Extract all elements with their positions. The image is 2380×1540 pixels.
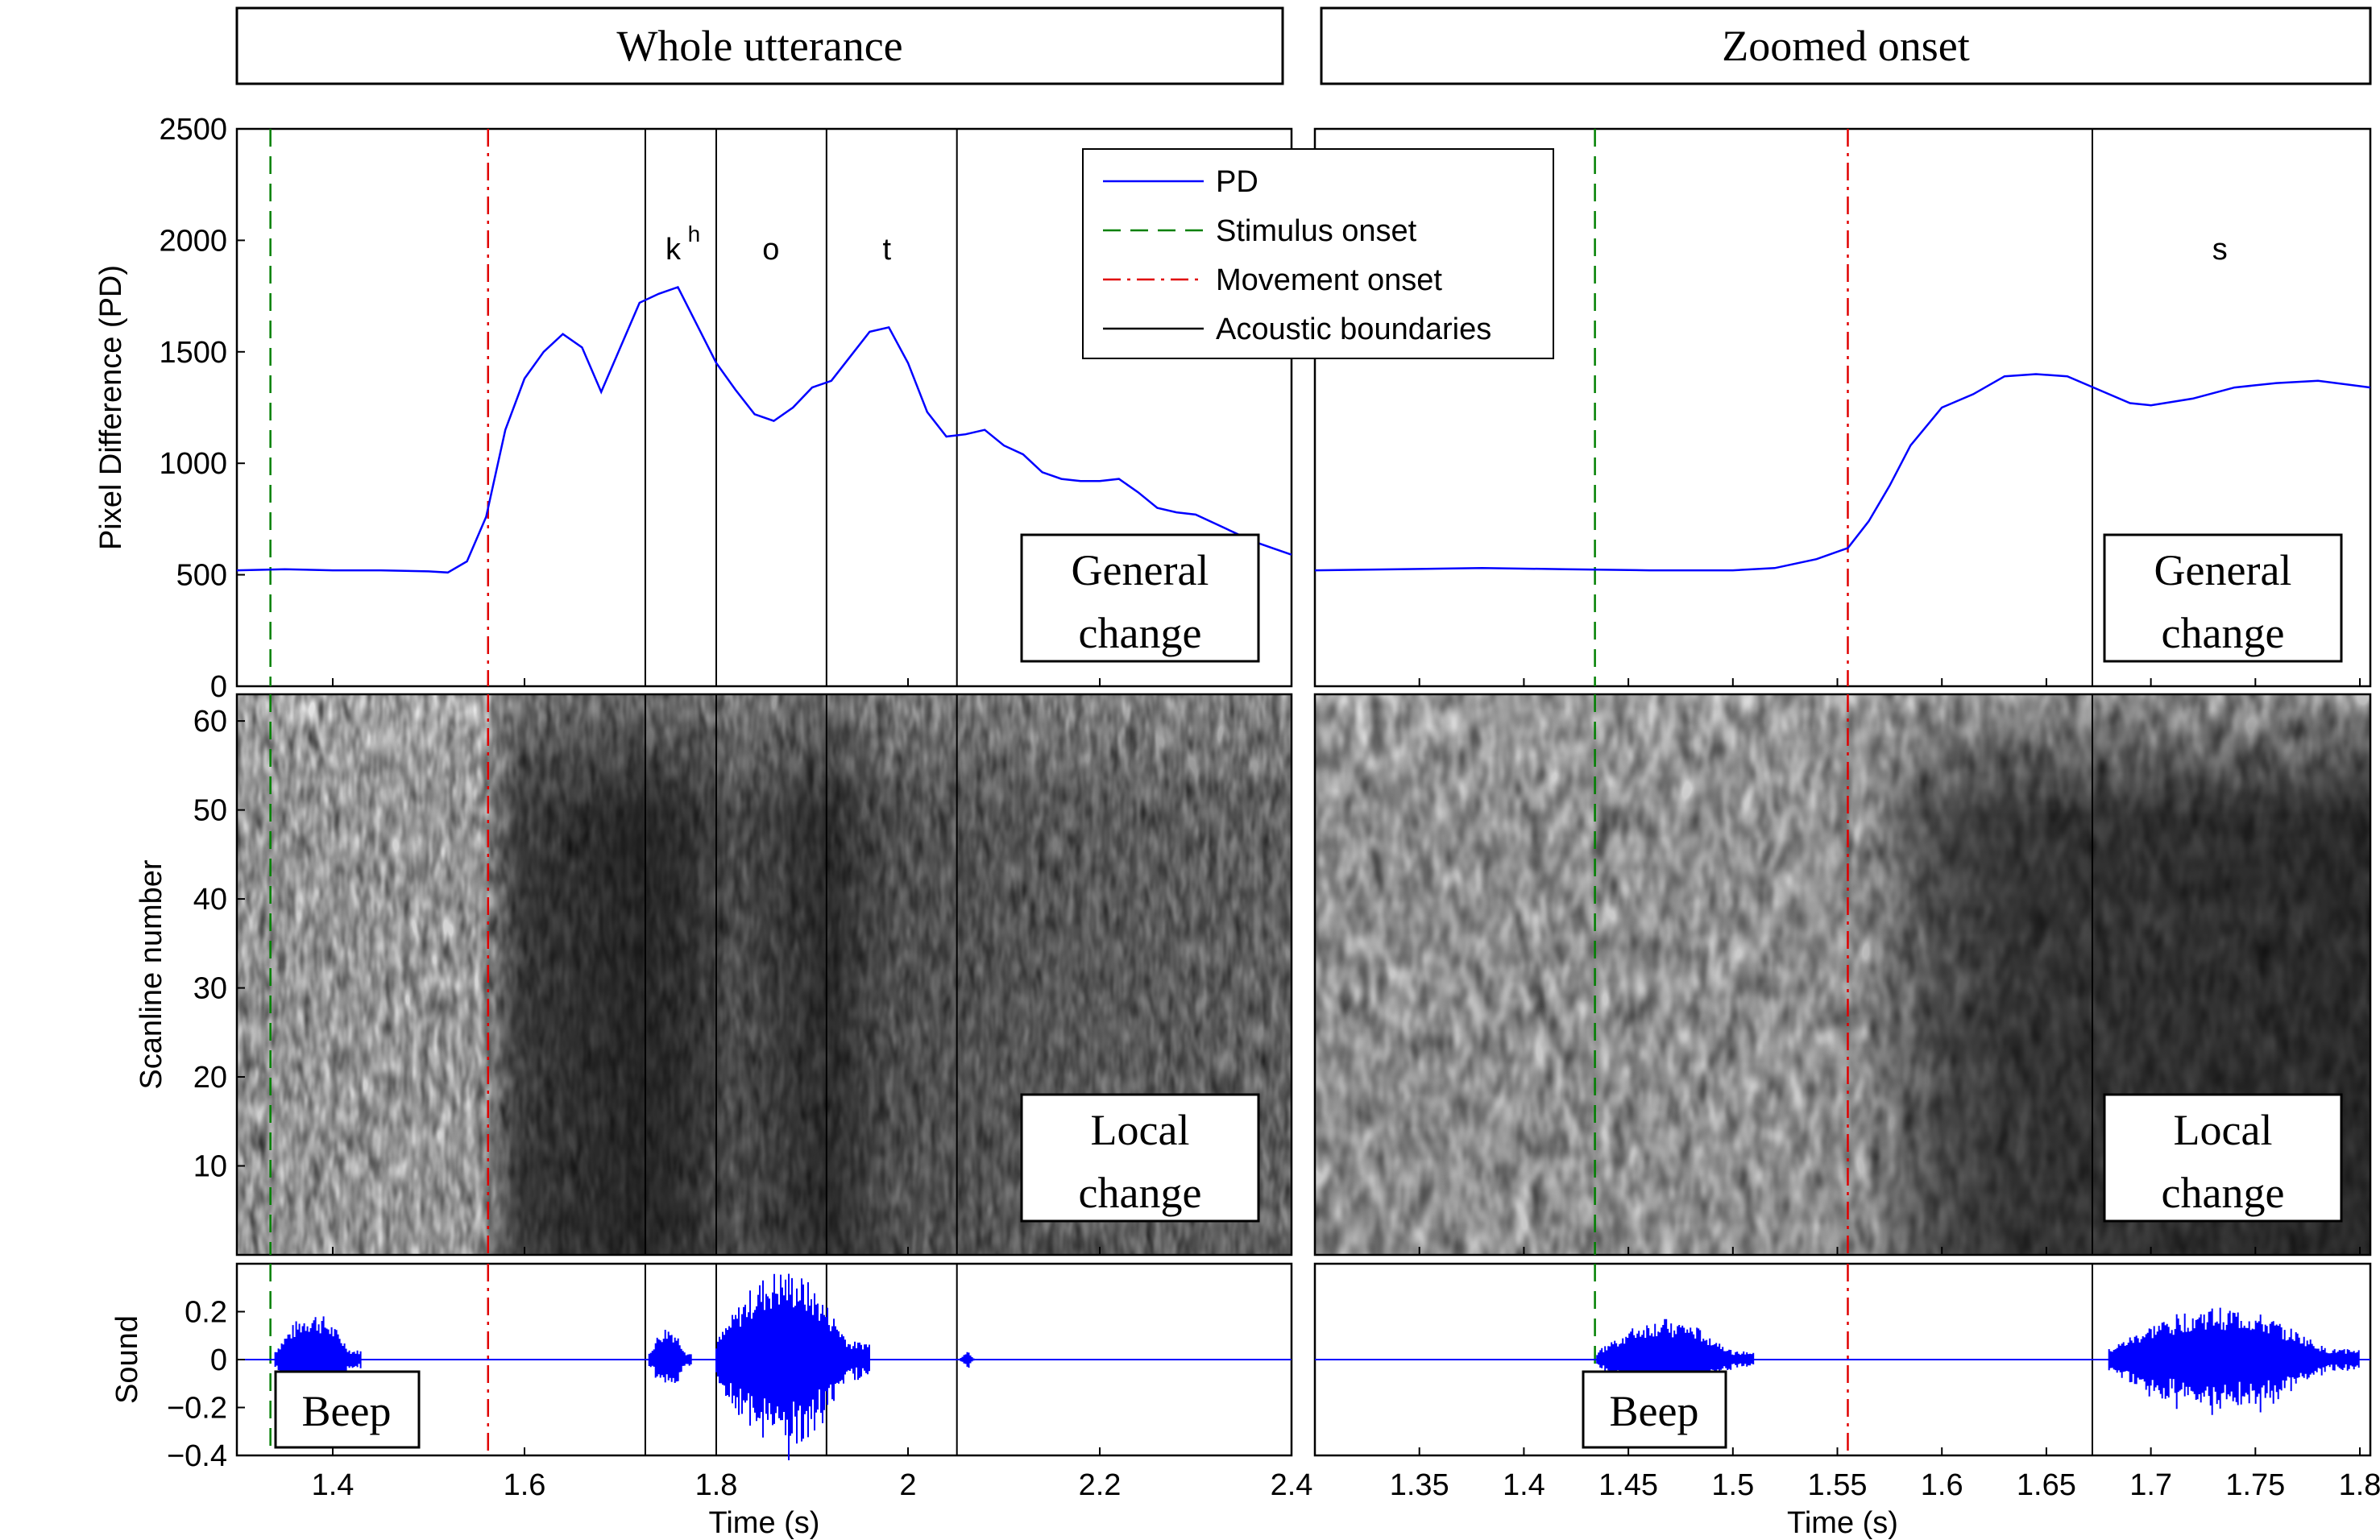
scanline-axes-frame bbox=[235, 693, 1293, 1256]
local-change-box bbox=[2103, 1093, 2343, 1223]
pd-y-axis-label: Pixel Difference (PD) bbox=[94, 265, 128, 550]
general-change-annotation: General change bbox=[2103, 533, 2343, 663]
x-tick-label: 2 bbox=[899, 1468, 916, 1502]
general-change-label-line2: change bbox=[2162, 609, 2285, 657]
pd-y-tick-label: 1500 bbox=[159, 336, 227, 370]
x-tick-label: 1.75 bbox=[2225, 1468, 2285, 1502]
x-axis-label: Time (s) bbox=[709, 1506, 820, 1540]
legend-box bbox=[1082, 148, 1554, 359]
sound-burst bbox=[960, 1352, 975, 1368]
legend-label: Movement onset bbox=[1216, 263, 1442, 297]
scanline-axes-frame bbox=[1313, 693, 2372, 1256]
panel-whole-utterance: Whole utterance k h o t 1.4 1.6 1.8 2 2.2 2.4 Time … bbox=[94, 6, 1313, 1540]
sound-y-tick-label: 0.2 bbox=[185, 1296, 227, 1330]
scanline-y-tick-label: 60 bbox=[193, 705, 227, 739]
pd-y-tick-label: 500 bbox=[176, 559, 227, 593]
general-change-label-line1: General bbox=[1072, 546, 1209, 594]
x-tick-label: 1.6 bbox=[504, 1468, 546, 1502]
sound-y-tick-label: −0.2 bbox=[167, 1392, 227, 1426]
local-change-label-line1: Local bbox=[2174, 1106, 2273, 1154]
legend: PD Stimulus onset Movement onset Acoustic b… bbox=[1082, 148, 1554, 359]
pd-axes-frame bbox=[235, 127, 1293, 688]
pd-axes-frame bbox=[1313, 127, 2372, 688]
beep-annotation: Beep bbox=[274, 1370, 421, 1449]
scanline-y-tick-label: 50 bbox=[193, 794, 227, 828]
pd-line bbox=[236, 285, 1292, 574]
general-change-label-line1: General bbox=[2154, 546, 2292, 594]
x-tick-label: 1.4 bbox=[1503, 1468, 1545, 1502]
sound-burst bbox=[274, 1316, 362, 1404]
pd-y-tick-label: 0 bbox=[210, 670, 227, 704]
local-change-label-line2: change bbox=[2162, 1169, 2285, 1217]
local-change-annotation: Local change bbox=[2103, 1093, 2343, 1223]
legend-label: PD bbox=[1216, 165, 1258, 199]
general-change-label-line2: change bbox=[1079, 609, 1202, 657]
x-tick-label: 1.55 bbox=[1808, 1468, 1868, 1502]
scanline-y-tick-label: 40 bbox=[193, 883, 227, 917]
beep-label: Beep bbox=[302, 1387, 392, 1435]
beep-label: Beep bbox=[1610, 1387, 1699, 1435]
sound-burst bbox=[715, 1273, 870, 1460]
x-tick-label: 1.35 bbox=[1390, 1468, 1449, 1502]
sound-burst bbox=[648, 1330, 692, 1383]
local-change-box bbox=[1020, 1093, 1260, 1223]
x-tick-label: 1.8 bbox=[2339, 1468, 2380, 1502]
legend-label: Acoustic boundaries bbox=[1216, 313, 1491, 346]
sound-y-tick-label: 0 bbox=[210, 1343, 227, 1377]
x-axis-label: Time (s) bbox=[1787, 1506, 1898, 1540]
scanline-y-tick-label: 20 bbox=[193, 1061, 227, 1095]
sound-y-axis-label: Sound bbox=[110, 1315, 144, 1404]
general-change-annotation: General change bbox=[1020, 533, 1260, 663]
x-tick-label: 1.8 bbox=[695, 1468, 738, 1502]
beep-box bbox=[1582, 1370, 1727, 1449]
x-tick-label: 1.45 bbox=[1598, 1468, 1658, 1502]
local-change-annotation: Local change bbox=[1020, 1093, 1260, 1223]
panel-title: Zoomed onset bbox=[1722, 22, 1969, 70]
panel-title: Whole utterance bbox=[616, 22, 902, 70]
x-tick-label: 1.5 bbox=[1711, 1468, 1754, 1502]
x-tick-label: 2.4 bbox=[1271, 1468, 1313, 1502]
segment-label: k bbox=[665, 233, 682, 267]
scanline-y-tick-label: 30 bbox=[193, 972, 227, 1006]
pd-line bbox=[1314, 373, 2371, 572]
general-change-box bbox=[2103, 533, 2343, 663]
local-change-label-line2: change bbox=[1079, 1169, 1202, 1217]
pd-y-tick-label: 2000 bbox=[159, 224, 227, 258]
x-tick-label: 1.6 bbox=[1921, 1468, 1963, 1502]
panel-title-box bbox=[1320, 6, 2372, 85]
sound-burst bbox=[1596, 1319, 1755, 1407]
local-change-label-line1: Local bbox=[1091, 1106, 1190, 1154]
beep-annotation: Beep bbox=[1582, 1370, 1727, 1449]
pd-y-tick-label: 1000 bbox=[159, 447, 227, 481]
scanline-y-axis-label: Scanline number bbox=[135, 859, 168, 1090]
panel-zoomed-onset: Zoomed onset s 1.35 1.4 1.45 1.5 1.55 1.6 1.65 1.… bbox=[1082, 6, 2380, 1540]
segment-label: o bbox=[762, 233, 779, 267]
pd-y-tick-label: 2500 bbox=[159, 113, 227, 147]
x-tick-label: 1.4 bbox=[312, 1468, 355, 1502]
segment-label-superscript: h bbox=[688, 221, 701, 246]
sound-y-tick-label: −0.4 bbox=[167, 1439, 227, 1473]
general-change-box bbox=[1020, 533, 1260, 663]
sound-burst bbox=[2108, 1307, 2360, 1415]
legend-label: Stimulus onset bbox=[1216, 214, 1417, 248]
panel-title-box bbox=[235, 6, 1284, 85]
x-tick-label: 1.7 bbox=[2129, 1468, 2172, 1502]
beep-box bbox=[274, 1370, 421, 1449]
scanline-y-tick-label: 10 bbox=[193, 1150, 227, 1184]
x-tick-label: 2.2 bbox=[1079, 1468, 1122, 1502]
segment-label: s bbox=[2212, 233, 2228, 267]
segment-label: t bbox=[883, 233, 892, 267]
x-tick-label: 1.65 bbox=[2017, 1468, 2076, 1502]
